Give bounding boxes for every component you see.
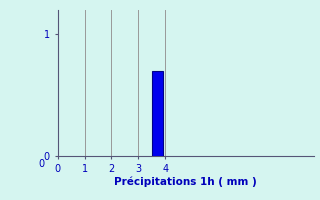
X-axis label: Précipitations 1h ( mm ): Précipitations 1h ( mm ) [114, 176, 257, 187]
Bar [152, 71, 163, 156]
Text: 0: 0 [38, 159, 44, 169]
